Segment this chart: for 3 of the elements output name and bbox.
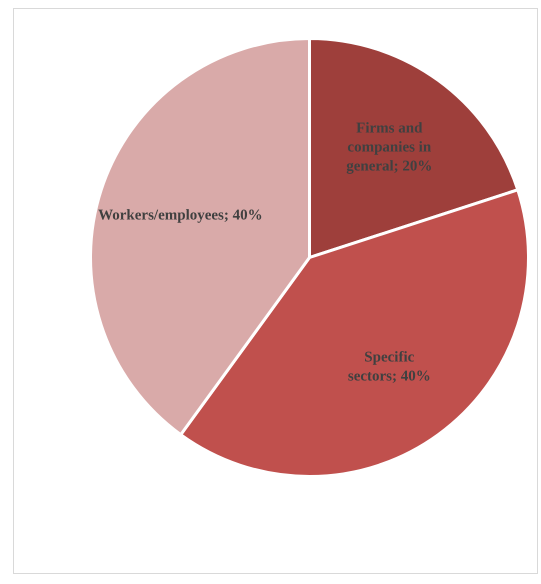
slice-label: Firms and companies in general; 20% xyxy=(346,120,432,175)
slice-label: Workers/employees; 40% xyxy=(98,207,263,224)
slice-label: Specific sectors; 40% xyxy=(348,350,431,385)
